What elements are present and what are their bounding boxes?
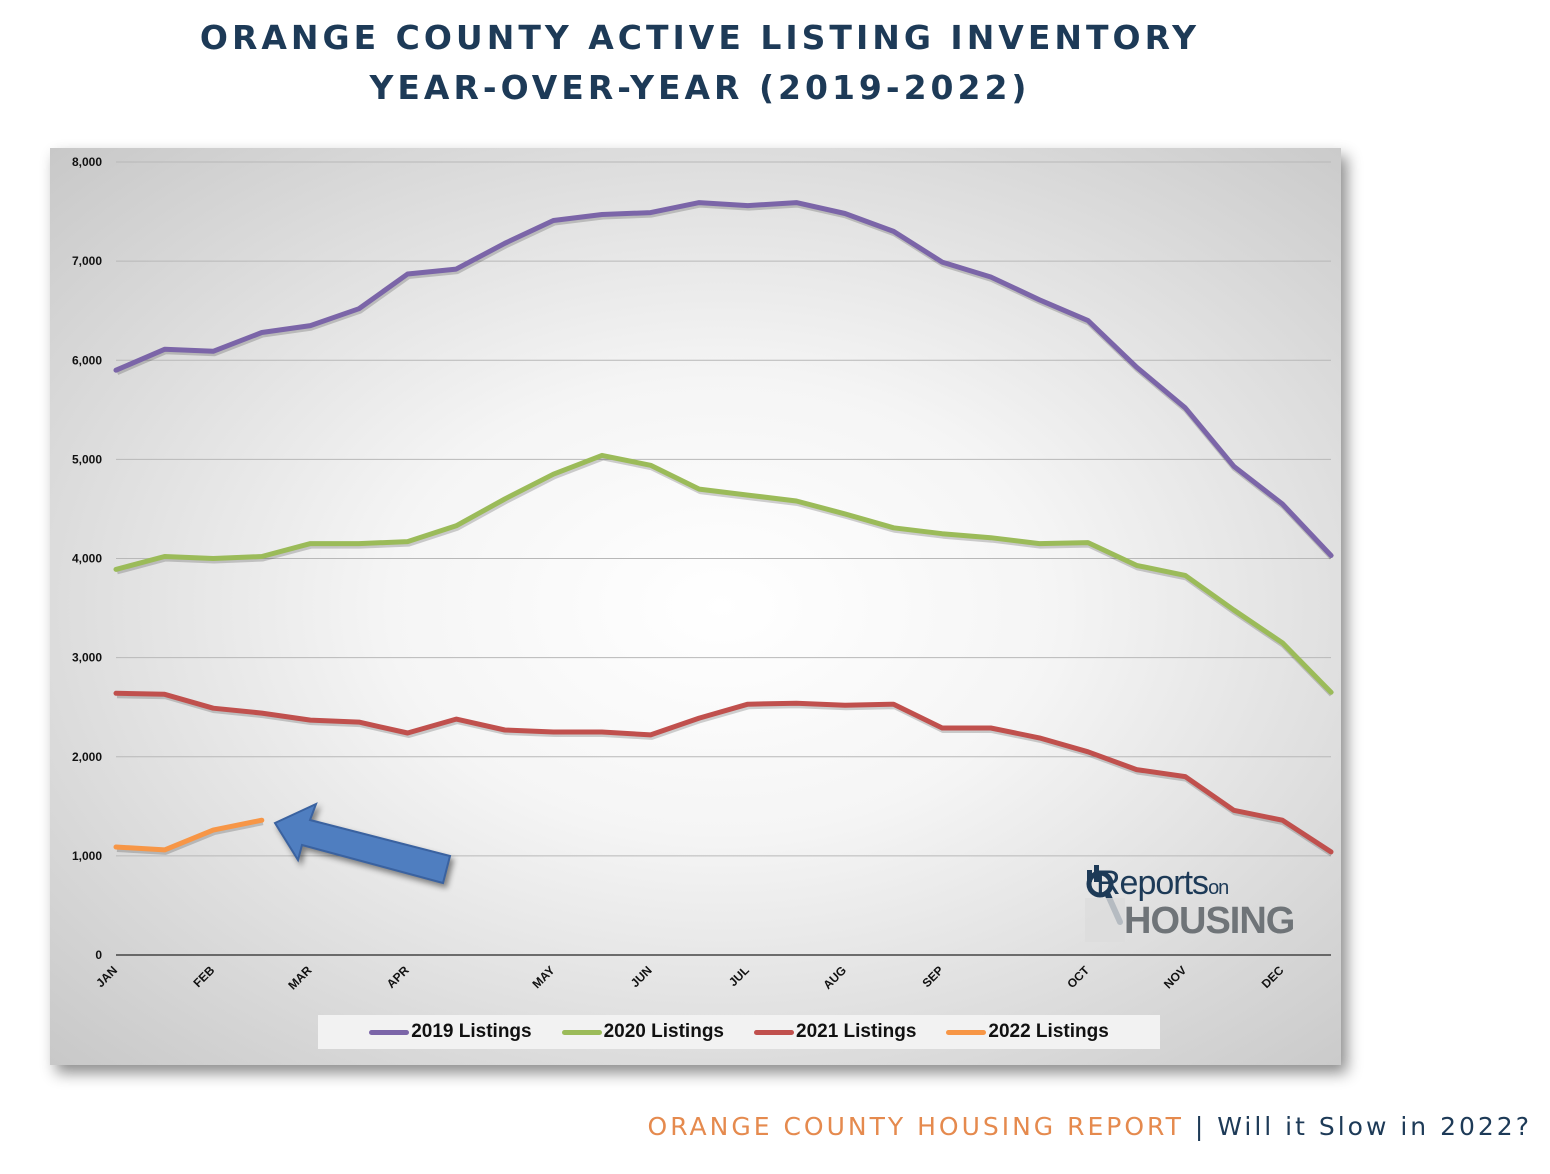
legend-label: 2021 Listings <box>796 1021 917 1042</box>
series-line-2022 <box>113 817 265 853</box>
x-tick-label: JUN <box>628 963 655 990</box>
legend-label: 2020 Listings <box>603 1021 724 1042</box>
x-axis-labels: JAN FEB MAR APR MAY JUN JUL AUG SEP OCT NOV DEC <box>93 963 1287 993</box>
x-tick-label: APR <box>384 963 412 991</box>
x-tick-label: MAY <box>530 963 558 991</box>
y-tick-label: 1,000 <box>72 849 102 863</box>
footer-separator: | <box>1183 1112 1218 1141</box>
x-tick-label: DEC <box>1259 963 1287 991</box>
legend-item: 2020 Listings <box>561 1021 724 1043</box>
series-line-2019 <box>113 200 1334 558</box>
y-tick-label: 8,000 <box>72 155 102 169</box>
x-tick-label: JUL <box>726 963 752 989</box>
legend-label: 2022 Listings <box>988 1021 1109 1042</box>
logo-word-on: on <box>1208 877 1229 899</box>
x-tick-label: SEP <box>919 963 946 990</box>
gridlines <box>116 161 1331 857</box>
series-lines <box>113 200 1335 857</box>
chart-legend: 2019 Listings 2020 Listings 2021 Listings 2… <box>318 1015 1160 1049</box>
legend-swatch <box>561 1029 602 1035</box>
logo-text-bottom: HOUSING <box>1124 900 1295 942</box>
y-tick-label: 3,000 <box>72 651 102 665</box>
series-line-2021 <box>113 690 1334 855</box>
legend-swatch <box>369 1029 410 1035</box>
y-tick-label: 7,000 <box>72 254 102 268</box>
x-tick-label: NOV <box>1161 963 1189 991</box>
reports-on-housing-logo: Reportson HOUSING <box>1080 862 1310 944</box>
arrow-annotation <box>273 802 452 885</box>
footer-subtitle: Will it Slow in 2022? <box>1217 1112 1532 1141</box>
arrow-icon <box>273 802 452 885</box>
y-axis-labels: 0 1,000 2,000 3,000 4,000 5,000 6,000 7,000 8,00… <box>72 155 102 962</box>
y-tick-label: 0 <box>95 948 102 962</box>
logo-text-top: Reportson <box>1096 864 1229 903</box>
legend-swatch <box>754 1029 794 1035</box>
legend-swatch <box>946 1029 987 1035</box>
legend-item: 2022 Listings <box>946 1021 1109 1043</box>
footer-report-name: ORANGE COUNTY HOUSING REPORT <box>647 1112 1184 1141</box>
x-tick-label: FEB <box>190 963 217 990</box>
y-tick-label: 5,000 <box>72 452 102 466</box>
x-tick-label: MAR <box>285 963 314 992</box>
y-tick-label: 6,000 <box>72 353 102 367</box>
series-line-2020 <box>113 452 1334 695</box>
legend-item: 2021 Listings <box>754 1021 916 1043</box>
legend-label: 2019 Listings <box>411 1021 532 1042</box>
y-tick-label: 2,000 <box>72 750 102 764</box>
y-tick-label: 4,000 <box>72 552 102 566</box>
chart-frame: 0 1,000 2,000 3,000 4,000 5,000 6,000 7,000 8,00… <box>50 148 1341 1065</box>
line-chart: 0 1,000 2,000 3,000 4,000 5,000 6,000 7,000 8,00… <box>72 155 1335 993</box>
x-tick-label: AUG <box>820 963 849 992</box>
magnifier-icon <box>1085 865 1125 942</box>
footer: ORANGE COUNTY HOUSING REPORT | Will it S… <box>648 1112 1532 1141</box>
x-tick-label: OCT <box>1064 963 1092 991</box>
chart-title-line-2: YEAR-OVER-YEAR (2019-2022) <box>369 68 1031 107</box>
chart-title-line-1: ORANGE COUNTY ACTIVE LISTING INVENTORY <box>199 18 1201 57</box>
logo-word-reports: Reports <box>1096 864 1209 902</box>
x-tick-label: JAN <box>93 963 120 990</box>
legend-item: 2019 Listings <box>369 1021 532 1043</box>
